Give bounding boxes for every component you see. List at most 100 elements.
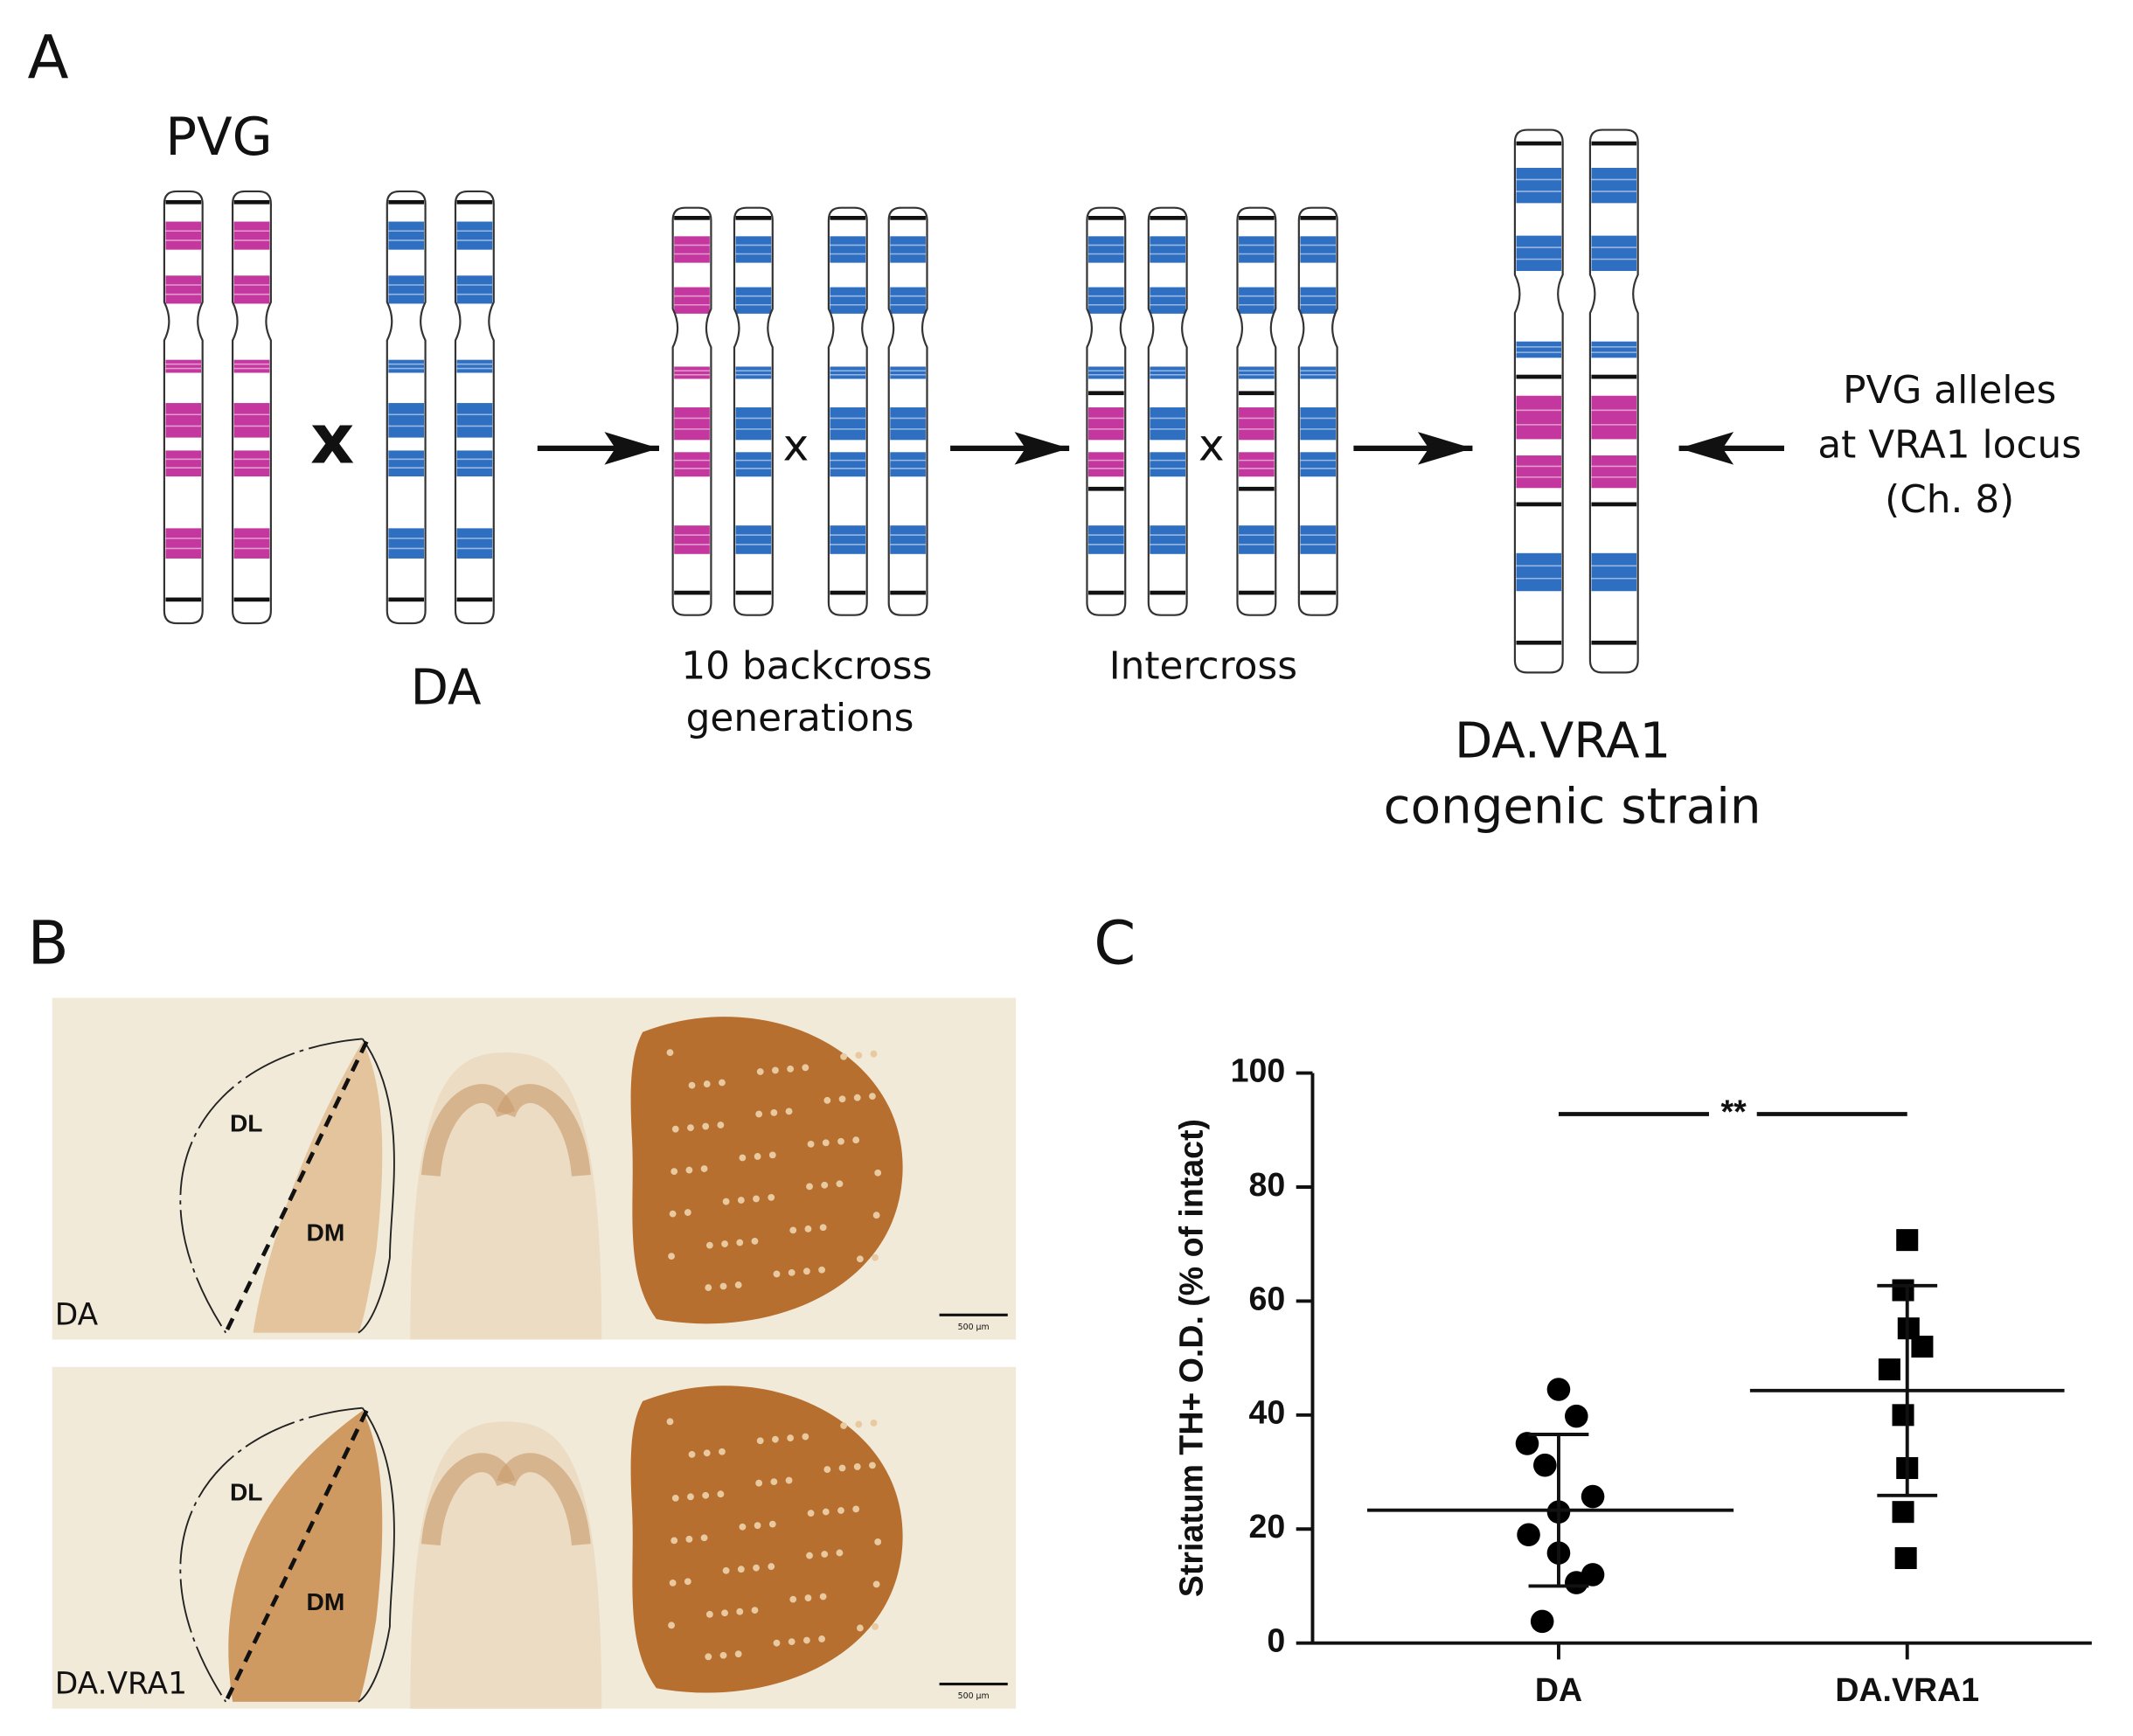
band: [388, 221, 425, 250]
marker-line: [1516, 374, 1562, 379]
chromosome: [733, 206, 774, 616]
band: [735, 452, 772, 477]
chromosome-outline: [454, 190, 495, 625]
band: [830, 525, 866, 554]
x-tick-label: DA: [1535, 1671, 1582, 1708]
band: [1591, 455, 1637, 489]
fiber-bundle: [721, 1609, 728, 1617]
label: at VRA1 locus: [1817, 422, 2081, 467]
marker-line: [1150, 215, 1186, 220]
fiber-bundle: [789, 1226, 797, 1234]
band: [674, 236, 710, 263]
label: B: [28, 909, 69, 979]
fiber-bundle: [737, 1566, 745, 1573]
y-tick-label: 100: [1231, 1052, 1286, 1088]
marker-line: [1300, 215, 1337, 220]
fiber-bundle: [802, 1267, 810, 1275]
fiber-bundle: [668, 1621, 675, 1629]
fiber-bundle: [703, 1449, 711, 1457]
band: [233, 359, 270, 373]
region-label: DM: [307, 1219, 345, 1246]
marker-line: [674, 215, 710, 220]
fiber-bundle: [838, 1095, 846, 1103]
band: [735, 236, 772, 263]
band: [1150, 287, 1186, 314]
fiber-bundle: [855, 1420, 863, 1428]
fiber-bundle: [806, 1552, 813, 1559]
marker-line: [1300, 590, 1337, 595]
fiber-bundle: [734, 1650, 742, 1658]
fiber-bundle: [688, 1081, 696, 1089]
fiber-bundle: [705, 1241, 713, 1249]
fiber-bundle: [768, 1193, 775, 1201]
region-label: DL: [230, 1479, 263, 1506]
band: [1239, 366, 1275, 379]
fiber-bundle: [785, 1476, 793, 1484]
band: [388, 403, 425, 438]
band: [1300, 452, 1337, 477]
fiber-bundle: [818, 1635, 825, 1642]
marker-line: [1088, 590, 1124, 595]
point: [1892, 1501, 1914, 1524]
band: [1239, 287, 1275, 314]
fiber-bundle: [806, 1183, 813, 1191]
point: [1564, 1571, 1588, 1594]
band: [674, 287, 710, 314]
image-caption: DA.VRA1: [55, 1667, 187, 1702]
image-caption: DA: [55, 1297, 99, 1332]
fiber-bundle: [684, 1578, 691, 1586]
band: [1516, 341, 1562, 358]
region-label: DM: [307, 1588, 345, 1615]
y-tick-label: 0: [1267, 1622, 1285, 1659]
fiber-bundle: [721, 1240, 728, 1247]
fiber-bundle: [751, 1238, 759, 1245]
marker-line: [1591, 374, 1637, 379]
fiber-bundle: [703, 1080, 711, 1087]
chromosome: [231, 190, 272, 625]
band: [1516, 552, 1562, 592]
striatum-intact: [630, 1017, 903, 1324]
chromosome-outline: [163, 190, 204, 625]
label: x: [1199, 420, 1225, 470]
point: [1564, 1404, 1588, 1428]
band: [674, 407, 710, 441]
band: [233, 450, 270, 477]
fiber-bundle: [685, 1535, 693, 1543]
band: [1150, 525, 1186, 554]
fiber-bundle: [734, 1281, 742, 1288]
point: [1533, 1453, 1557, 1477]
region-divider: [224, 1409, 369, 1703]
fiber-bundle: [772, 1435, 779, 1443]
band: [890, 525, 926, 554]
striatum-outline: [358, 1407, 395, 1703]
brain-section: DL DM DA 500 µm: [52, 997, 1017, 1340]
fiber-bundle: [717, 1490, 725, 1498]
chromosome-outline: [733, 206, 774, 616]
chromosome-outline: [1513, 128, 1564, 674]
band: [1150, 236, 1186, 263]
chromosome-outline: [386, 190, 427, 625]
fiber-bundle: [770, 1478, 778, 1486]
fiber-bundle: [755, 1110, 763, 1118]
band: [1516, 395, 1562, 440]
band: [233, 528, 270, 559]
fiber-bundle: [768, 1563, 775, 1571]
marker-line: [735, 215, 772, 220]
band: [1591, 552, 1637, 592]
striatum-outline: [358, 1038, 395, 1334]
fiber-bundle: [684, 1209, 691, 1216]
marker-line: [165, 597, 202, 602]
band: [165, 528, 202, 559]
chromosome: [1297, 206, 1338, 616]
fiber-bundle: [756, 1437, 764, 1445]
fiber-bundle: [736, 1608, 744, 1615]
band: [1088, 236, 1124, 263]
chromosome: [1513, 128, 1564, 674]
fiber-bundle: [739, 1523, 747, 1531]
band: [388, 450, 425, 477]
region-label: DL: [230, 1109, 263, 1136]
band: [388, 275, 425, 304]
fiber-bundle: [685, 1166, 693, 1174]
fiber-bundle: [773, 1639, 781, 1647]
chromosome: [1086, 206, 1127, 616]
